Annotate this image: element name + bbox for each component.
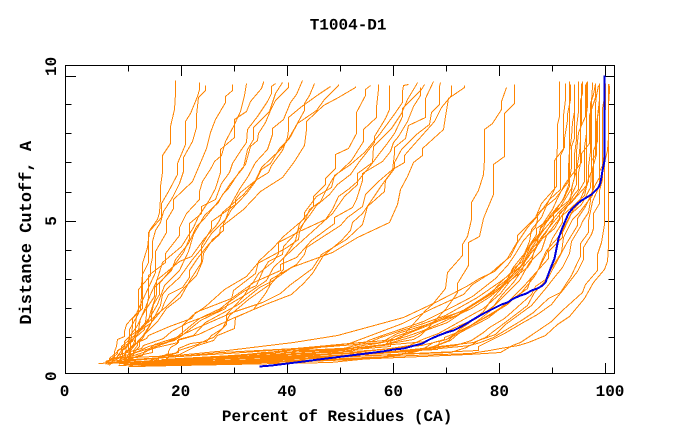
svg-text:Distance Cutoff, A: Distance Cutoff, A [18, 140, 37, 324]
svg-text:0: 0 [43, 371, 61, 381]
svg-text:10: 10 [43, 57, 61, 76]
svg-text:0: 0 [60, 383, 70, 401]
svg-text:60: 60 [384, 383, 403, 401]
svg-text:20: 20 [171, 383, 190, 401]
svg-text:40: 40 [277, 383, 296, 401]
svg-text:Percent of Residues (CA): Percent of Residues (CA) [222, 408, 452, 426]
svg-text:100: 100 [596, 383, 625, 401]
svg-text:T1004-D1: T1004-D1 [310, 17, 387, 35]
svg-text:5: 5 [43, 216, 61, 226]
svg-text:80: 80 [490, 383, 509, 401]
